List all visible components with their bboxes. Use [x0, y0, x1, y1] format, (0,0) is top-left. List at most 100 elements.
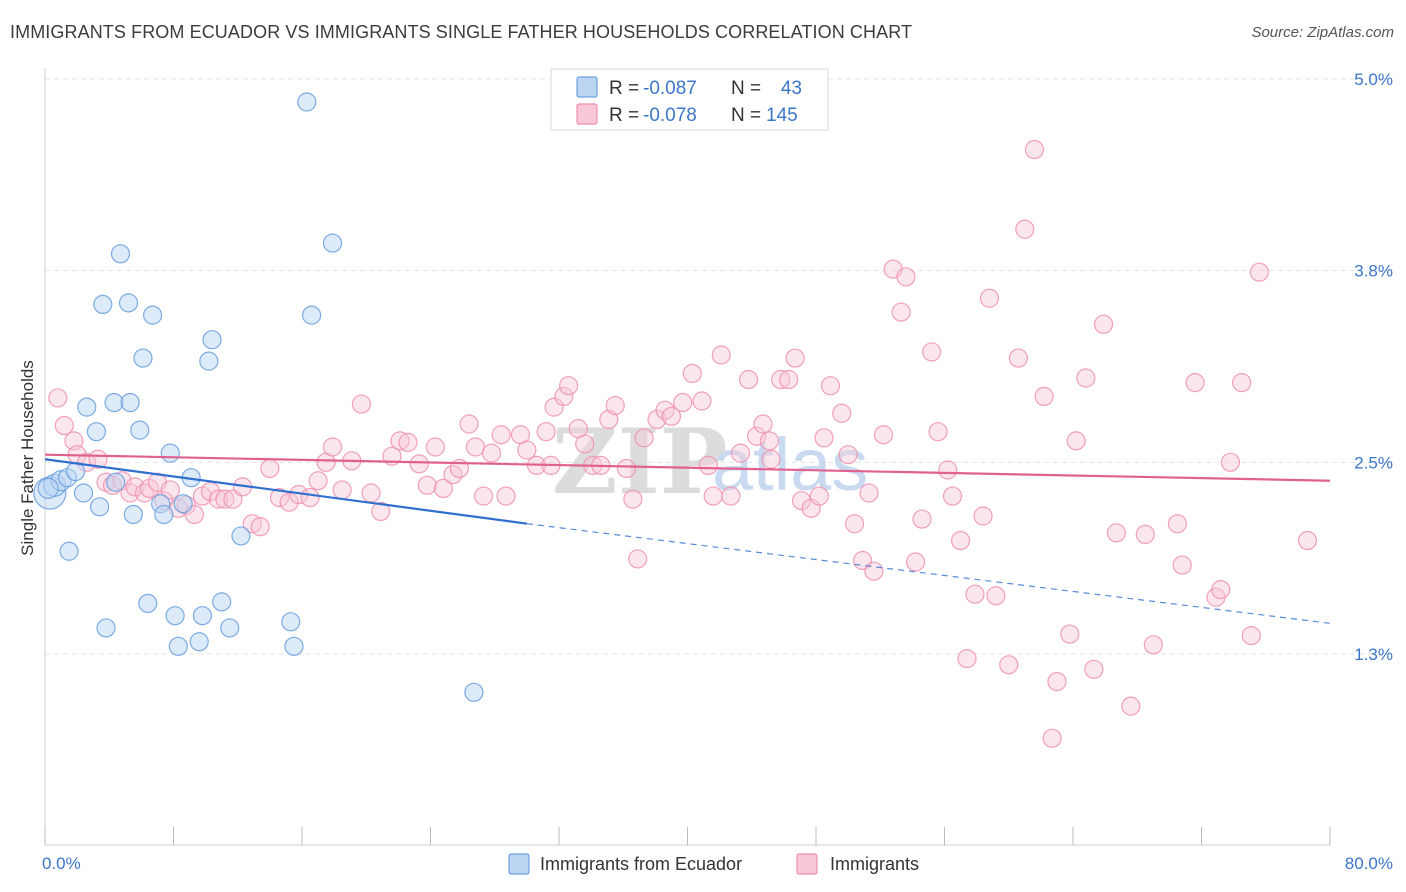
ecuador-point [199, 351, 219, 371]
immigrants-point [973, 506, 993, 526]
immigrants-point [361, 483, 381, 503]
ecuador-point [302, 305, 322, 325]
immigrants-point [814, 428, 834, 448]
ecuador-point [37, 477, 59, 499]
stats-n-value-ecuador: 43 [781, 78, 802, 99]
immigrants-point [554, 386, 574, 406]
legend-item-immigrants[interactable]: Immigrants [796, 853, 919, 875]
ecuador-point [212, 592, 232, 612]
ecuador-trend-line [44, 458, 528, 525]
immigrants-point [398, 432, 418, 452]
ecuador-trend-extension [526, 523, 1331, 624]
immigrants-point [1135, 524, 1155, 545]
ecuador-point [59, 541, 79, 561]
immigrants-point [481, 443, 502, 463]
tick-labels: 1.3% 2.5% 3.8% 5.0% 0.0% 80.0% [42, 70, 1393, 873]
immigrants-point [1241, 625, 1261, 646]
ecuador-point [93, 294, 113, 314]
immigrants-point [371, 501, 391, 521]
immigrants-point [711, 345, 731, 365]
ecuador-point [154, 504, 174, 525]
immigrants-point [820, 376, 841, 396]
ecuador-point [73, 483, 94, 503]
immigrants-point [965, 584, 985, 604]
immigrants-point [721, 486, 741, 506]
ecuador-point [220, 618, 240, 638]
immigrants-point [1047, 671, 1067, 692]
trend-lines [44, 453, 1331, 624]
stats-r-label: R = [609, 78, 639, 99]
immigrants-point [351, 394, 372, 414]
immigrants-point [759, 431, 780, 451]
y-tick-label: 1.3% [1354, 645, 1393, 664]
ecuador-point [464, 682, 484, 702]
immigrants-point [160, 480, 180, 500]
immigrants-point [692, 391, 712, 411]
immigrants-point [859, 483, 879, 503]
ecuador-point [165, 606, 185, 626]
legend-label-immigrants: Immigrants [830, 854, 919, 874]
stats-r-value-ecuador: -0.087 [643, 78, 697, 99]
immigrants-point [922, 342, 942, 362]
immigrants-point [417, 475, 437, 495]
ecuador-point [173, 494, 193, 514]
immigrants-point [1084, 659, 1104, 679]
ecuador-point [130, 420, 150, 440]
immigrants-point [623, 489, 643, 509]
ecuador-point [297, 92, 317, 112]
immigrants-point [279, 492, 299, 512]
ecuador-points [33, 92, 484, 702]
immigrants-point [409, 454, 429, 474]
immigrants-point [979, 288, 1000, 308]
ecuador-point [96, 618, 116, 638]
x-tick-label: 80.0% [1345, 854, 1393, 873]
immigrants-point [1106, 523, 1126, 543]
stats-n-value-immigrants: 145 [766, 105, 798, 126]
ecuador-point [160, 443, 180, 463]
immigrants-point [215, 489, 235, 509]
chart-source: Source: ZipAtlas.com [1251, 24, 1394, 41]
immigrants-point [832, 403, 852, 423]
immigrants-point [1042, 728, 1062, 748]
immigrants-point [1185, 373, 1205, 393]
immigrants-point [616, 458, 637, 479]
immigrants-trend-line [44, 453, 1331, 482]
immigrants-point [496, 486, 516, 506]
ecuador-point [110, 244, 131, 264]
immigrants-point [779, 369, 799, 390]
immigrants-point [208, 489, 229, 509]
chart-title: IMMIGRANTS FROM ECUADOR VS IMMIGRANTS SI… [10, 22, 913, 42]
y-tick-label: 3.8% [1354, 262, 1393, 281]
immigrants-point [54, 415, 74, 436]
immigrants-point [628, 549, 648, 569]
immigrants-point [322, 437, 343, 457]
ecuador-point [322, 233, 343, 253]
immigrants-point [844, 514, 865, 534]
immigrants-point [661, 406, 682, 426]
immigrants-point [1167, 514, 1188, 534]
immigrants-point [459, 414, 479, 434]
immigrants-point [673, 392, 693, 413]
immigrants-point [473, 486, 494, 506]
stats-r-value-immigrants: -0.078 [643, 105, 697, 126]
immigrants-point [1121, 696, 1141, 716]
immigrants-point [1249, 262, 1269, 282]
immigrants-point [698, 455, 718, 475]
stats-r-label: R = [609, 105, 639, 126]
immigrants-point [308, 471, 328, 491]
immigrants-point [1066, 431, 1086, 451]
immigrants-point [785, 348, 805, 368]
ecuador-point [192, 606, 213, 626]
immigrants-point [390, 431, 410, 451]
immigrants-point [746, 426, 767, 446]
immigrants-point [544, 397, 564, 417]
watermark-zip: ZIP [552, 409, 727, 515]
ecuador-point [138, 593, 158, 614]
immigrants-point [300, 488, 320, 508]
immigrants-point [999, 655, 1019, 675]
immigrants-point [1297, 530, 1318, 551]
immigrants-point [873, 425, 894, 445]
immigrants-point [465, 437, 486, 457]
legend-item-ecuador[interactable]: Immigrants from Ecuador [508, 853, 742, 875]
